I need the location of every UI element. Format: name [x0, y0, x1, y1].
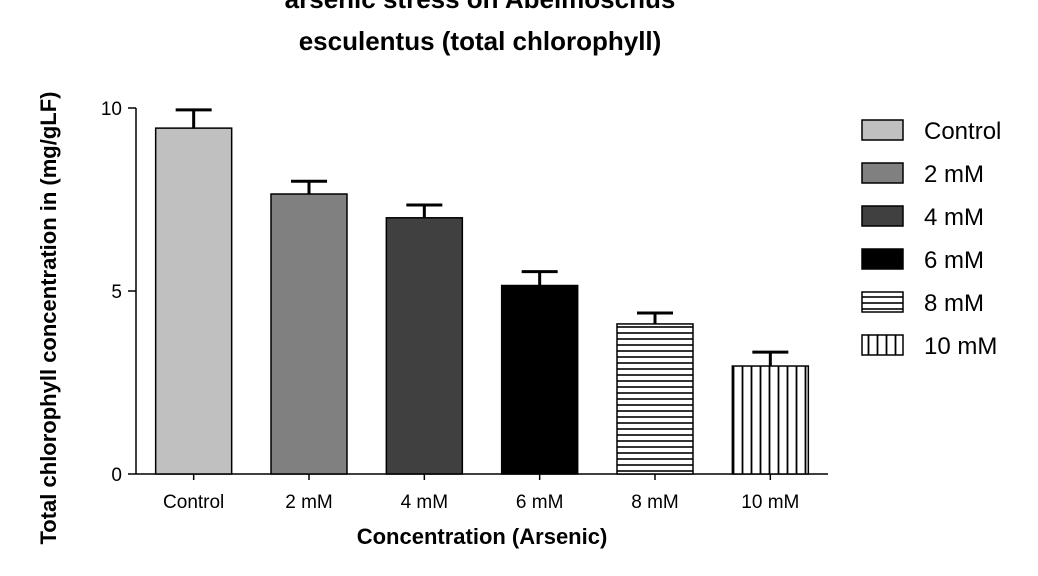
- legend-label: 4 mM: [924, 204, 984, 231]
- bar: [731, 365, 810, 475]
- legend-label: 6 mM: [924, 247, 984, 274]
- y-axis-label: Total chlorophyll concentration in (mg/g…: [36, 91, 61, 544]
- legend-swatch: [861, 162, 904, 184]
- x-tick-label: 4 mM: [401, 492, 449, 513]
- legend: Control 2 mM 4 mM 6 mM 8 mM 10 mM: [861, 118, 1001, 360]
- x-tick-label: 2 mM: [285, 492, 333, 513]
- bar: [616, 323, 694, 475]
- legend-swatch: [861, 334, 904, 356]
- x-axis-label: Concentration (Arsenic): [357, 524, 608, 549]
- bar: [154, 127, 233, 475]
- y-tick-label: 10: [101, 99, 122, 120]
- legend-label: 8 mM: [924, 290, 984, 317]
- chart-title-line-1: arsenic stress on Abelmoschus: [285, 0, 676, 14]
- x-ticks-layer: Control 2 mM 4 mM 6 mM 8 mM 10 mM: [163, 474, 799, 513]
- y-ticks-layer: 0 5 10: [101, 99, 136, 486]
- legend-swatch: [861, 205, 904, 227]
- x-tick-label: Control: [163, 492, 224, 513]
- legend-swatch: [861, 291, 904, 313]
- legend-swatch: [861, 119, 904, 141]
- x-tick-label: 6 mM: [516, 492, 564, 513]
- x-tick-label: 8 mM: [631, 492, 679, 513]
- bar: [270, 193, 348, 475]
- y-tick-label: 5: [111, 282, 122, 303]
- legend-swatch: [861, 248, 904, 270]
- bar: [385, 217, 464, 475]
- bars-layer: [154, 108, 810, 475]
- legend-label: 2 mM: [924, 161, 984, 188]
- legend-label: 10 mM: [924, 333, 997, 360]
- x-tick-label: 10 mM: [741, 492, 799, 513]
- chart-title-line-2: esculentus (total chlorophyll): [299, 26, 662, 56]
- bar: [500, 284, 579, 475]
- y-tick-label: 0: [111, 465, 122, 486]
- legend-label: Control: [924, 118, 1001, 145]
